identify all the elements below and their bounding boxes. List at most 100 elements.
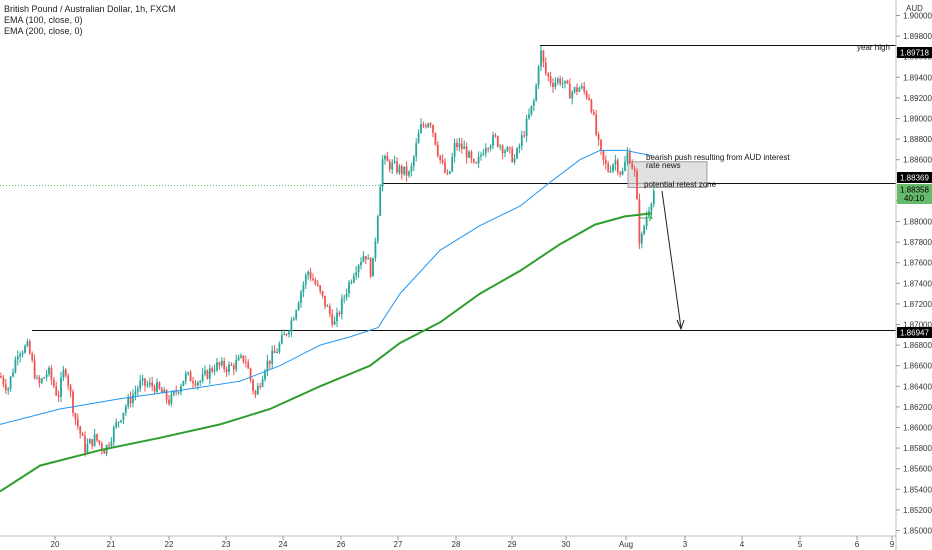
candle-body <box>499 145 502 147</box>
x-tick-label: 27 <box>394 540 403 549</box>
candle-body <box>652 190 655 204</box>
y-tick-label: 1.86200 <box>903 403 932 412</box>
candle-body <box>43 377 46 379</box>
x-tick-label: 24 <box>279 540 288 549</box>
candle-body <box>309 271 312 279</box>
candle-body <box>62 369 65 378</box>
tag-level-883: 1.88369 <box>897 172 932 183</box>
candle-body <box>276 351 278 353</box>
candle-body <box>400 166 403 175</box>
candle-body <box>211 368 214 372</box>
candle-body <box>576 87 578 92</box>
y-tick-label: 1.85200 <box>903 506 932 515</box>
candle-body <box>417 132 420 144</box>
candle-body <box>201 373 204 382</box>
y-tick-label: 1.90000 <box>903 12 932 21</box>
candle-body <box>165 390 168 400</box>
candle-body <box>544 62 547 74</box>
y-tick-label: 1.86800 <box>903 341 932 350</box>
candle-body <box>355 272 358 277</box>
candle-body <box>225 368 228 372</box>
candle-body <box>295 310 298 319</box>
candle-body <box>261 379 264 387</box>
candle-body <box>290 320 293 332</box>
candle-body <box>352 276 355 283</box>
candle-body <box>134 391 137 395</box>
x-tick-label: 22 <box>165 540 174 549</box>
candle-body <box>124 406 127 413</box>
candle-body <box>204 370 206 374</box>
x-tick-label: 29 <box>508 540 517 549</box>
candle-body <box>278 343 281 352</box>
projection-arrow[interactable] <box>661 190 682 329</box>
candle-body <box>537 66 540 86</box>
x-tick-label: 20 <box>51 540 60 549</box>
candle-body <box>242 355 245 362</box>
candle-body <box>256 385 259 395</box>
candle-body <box>288 331 290 335</box>
bearish-note-line1: bearish push resulting from AUD interest <box>646 153 790 162</box>
candle-body <box>259 385 262 387</box>
candle-body <box>561 83 564 85</box>
candle-body <box>612 164 614 172</box>
candle-body <box>468 151 470 158</box>
candle-body <box>127 397 130 407</box>
candle-body <box>412 156 415 167</box>
candle-body <box>508 147 511 149</box>
legend-symbol: British Pound / Australian Dollar, 1h, F… <box>4 4 176 14</box>
candle-body <box>504 151 506 154</box>
tag-current-value: 1.88358 <box>900 186 929 195</box>
candle-body <box>650 203 653 212</box>
candle-body <box>228 364 230 372</box>
y-tick-label: 1.89400 <box>903 73 932 82</box>
x-tick-label: Aug <box>619 540 633 549</box>
candle-body <box>631 163 634 169</box>
candle-body <box>511 148 514 163</box>
candle-body <box>170 394 173 405</box>
candle-body <box>415 143 418 157</box>
candle-body <box>177 392 180 394</box>
candle-body <box>588 97 590 100</box>
retest-zone-box[interactable] <box>627 161 708 189</box>
candle-body <box>38 377 41 383</box>
candle-body <box>304 275 307 285</box>
candle-body <box>312 278 314 281</box>
candle-body <box>364 256 367 260</box>
candle-body <box>33 360 36 379</box>
tag-support: 1.86947 <box>897 327 932 338</box>
x-tick-label: 26 <box>337 540 346 549</box>
tag-current-price: 1.88358 40:10 <box>897 184 932 204</box>
candle-body <box>271 350 274 364</box>
y-tick-label: 1.87600 <box>903 259 932 268</box>
candle-body <box>55 386 58 396</box>
candle-body <box>525 118 528 137</box>
candle-body <box>350 282 353 284</box>
candle-body <box>532 100 535 106</box>
x-tick-label: 21 <box>107 540 116 549</box>
candle-body <box>216 362 218 371</box>
candle-body <box>321 291 324 296</box>
candle-body <box>264 370 266 380</box>
candle-body <box>367 258 370 260</box>
candle-body <box>110 441 113 446</box>
candle-body <box>249 368 252 380</box>
tag-year-high-value: 1.89718 <box>900 49 929 58</box>
candle-body <box>328 306 331 314</box>
candle-body <box>81 433 84 436</box>
candle-body <box>480 154 482 157</box>
candle-body <box>434 132 437 145</box>
candle-body <box>530 105 533 115</box>
candle-body <box>343 297 346 299</box>
candle-body <box>108 445 110 447</box>
y-tick-label: 1.87000 <box>903 321 932 330</box>
candle-body <box>240 355 242 358</box>
candle-body <box>643 226 646 234</box>
candle-body <box>513 158 516 163</box>
time-axis[interactable]: 20 21 22 23 24 26 27 28 29 30 Aug 3 4 5 6 9 <box>51 536 895 549</box>
candle-body <box>398 166 401 173</box>
candle-body <box>585 91 588 98</box>
price-axis[interactable]: 1.900001.898001.896001.894001.892001.890… <box>896 12 932 536</box>
candle-body <box>103 449 106 454</box>
candle-body <box>57 395 60 397</box>
